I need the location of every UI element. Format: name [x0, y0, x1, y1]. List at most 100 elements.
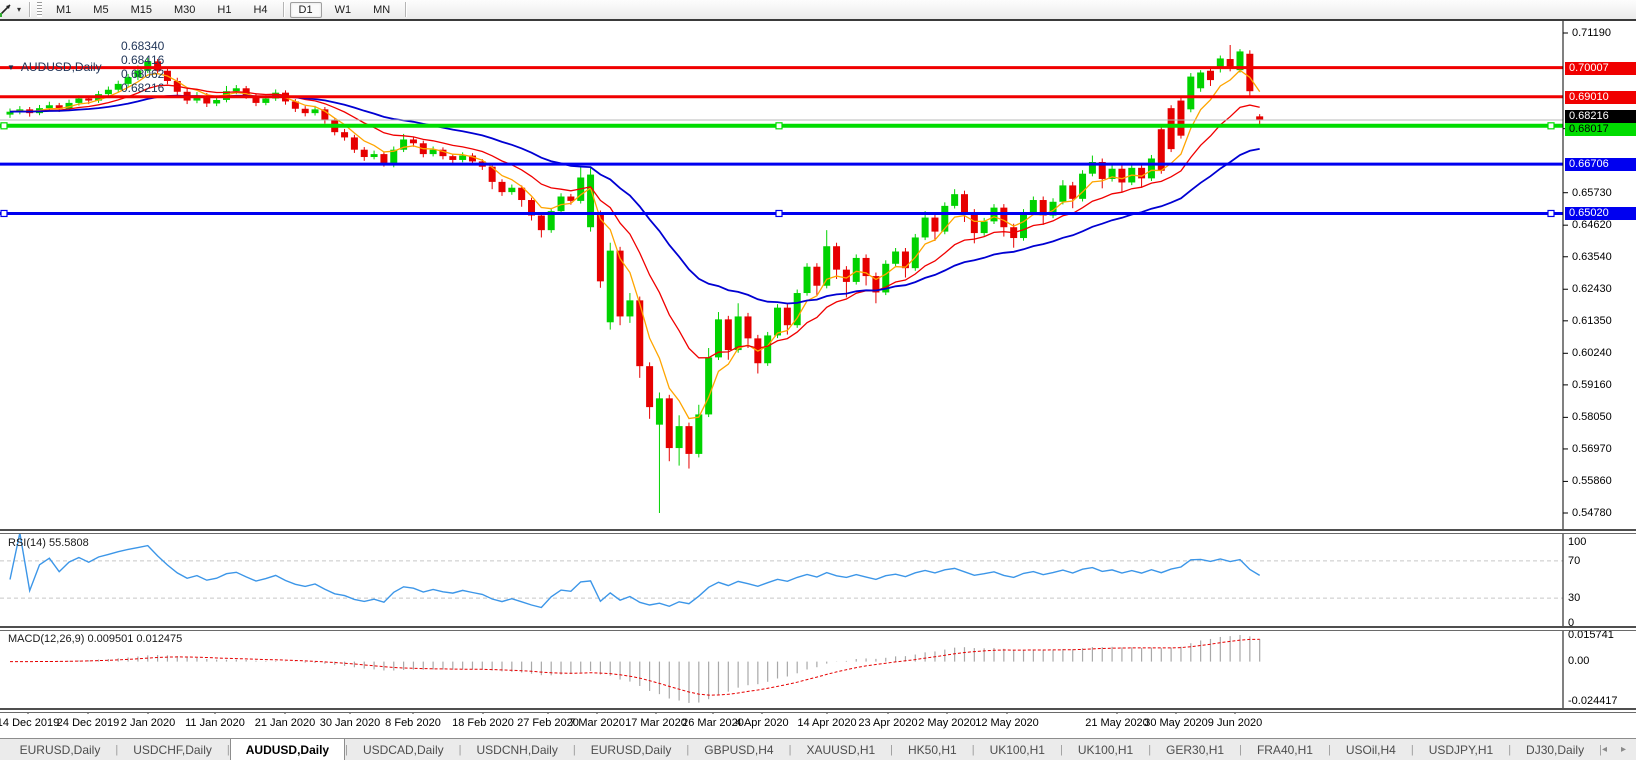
date-axis-label: 23 Apr 2020 — [858, 717, 918, 729]
hline-price-label: 0.66706 — [1565, 158, 1636, 171]
hline-price-label: 0.65020 — [1565, 207, 1636, 220]
date-axis-label: 9 Jun 2020 — [1207, 717, 1263, 729]
toolbar-separator — [29, 2, 31, 17]
hline-price-label: 0.68017 — [1565, 123, 1636, 136]
date-axis-label: 30 Jan 2020 — [319, 717, 381, 729]
candlestick-series — [6, 44, 1264, 513]
date-axis-label: 11 Jan 2020 — [185, 717, 245, 729]
date-axis-label: 18 Feb 2020 — [452, 717, 514, 729]
tab-usdchf-daily[interactable]: USDCHF,Daily — [133, 743, 212, 757]
chart-tab-bar: EURUSD,Daily | USDCHF,Daily | AUDUSD,Daily | U… — [0, 738, 1636, 760]
price-axis-tick: 0.55860 — [1572, 475, 1612, 487]
date-axis-label: 14 Apr 2020 — [797, 717, 857, 729]
chart-symbol-label: AUDUSD,Daily — [20, 60, 102, 74]
tab-separator: | — [1327, 743, 1331, 756]
rsi-axis-tick: 100 — [1568, 536, 1587, 548]
date-axis-label: 4 Apr 2020 — [735, 717, 789, 729]
tab-usdcnh-daily[interactable]: USDCNH,Daily — [476, 743, 558, 757]
date-axis-label: 2 Jan 2020 — [120, 717, 176, 729]
tab-audusd-daily[interactable]: AUDUSD,Daily — [229, 738, 346, 760]
macd-indicator-label: MACD(12,26,9) 0.009501 0.012475 — [8, 633, 183, 645]
price-axis-tick: 0.63540 — [1572, 251, 1612, 263]
price-axis-tick: 0.71190 — [1572, 27, 1611, 39]
timeframe-button-M1[interactable]: M1 — [56, 3, 72, 16]
rsi-line — [9, 532, 1261, 609]
tab-separator: | — [788, 743, 792, 756]
ma-mid-line[interactable] — [9, 84, 1260, 359]
date-axis-label: 2 May 2020 — [918, 717, 976, 729]
tab-separator: | — [890, 743, 894, 756]
price-axis-tick: 0.62430 — [1572, 283, 1612, 295]
tab-separator: | — [1148, 743, 1152, 756]
toolbar-separator — [405, 1, 407, 17]
macd-axis-tick: 0.015741 — [1568, 629, 1614, 641]
macd-axis-tick: 0.00 — [1568, 655, 1590, 667]
date-axis-label: 27 Feb 2020 — [517, 717, 579, 729]
tab-usdcad-daily[interactable]: USDCAD,Daily — [362, 743, 444, 757]
tab-scroll-right-icon[interactable]: ▸ — [1620, 744, 1626, 755]
timeframe-button-H1[interactable]: H1 — [217, 3, 232, 16]
date-axis-label: 21 May 2020 — [1085, 717, 1149, 729]
date-axis-label: 24 Dec 2019 — [56, 717, 120, 729]
rsi-axis-tick: 70 — [1568, 555, 1581, 567]
timeframe-button-M30[interactable]: M30 — [173, 3, 196, 16]
timeframe-button-W1[interactable]: W1 — [334, 3, 352, 16]
cursor-dropdown-caret-icon[interactable]: ▾ — [17, 5, 22, 14]
tab-uk100-h1[interactable]: UK100,H1 — [989, 743, 1045, 757]
date-axis-label: 26 Mar 2020 — [682, 717, 744, 729]
ohlc-high: 0.68416 — [120, 53, 165, 67]
date-axis-label: 21 Jan 2020 — [254, 717, 316, 729]
tab-separator: | — [1599, 743, 1602, 756]
main-rsi-splitter[interactable] — [0, 529, 1636, 534]
hline-price-label: 0.70007 — [1565, 62, 1636, 75]
macd-signal-line — [10, 638, 1260, 696]
price-axis-tick: 0.59160 — [1572, 379, 1612, 391]
tab-ger30-h1[interactable]: GER30,H1 — [1166, 743, 1225, 757]
timeframe-button-MN[interactable]: MN — [373, 3, 391, 16]
tab-separator: | — [345, 743, 348, 756]
tab-xauusd-h1[interactable]: XAUUSD,H1 — [806, 743, 876, 757]
price-axis-tick: 0.65730 — [1572, 187, 1612, 199]
tab-separator: | — [1508, 743, 1512, 756]
timeframe-button-M15[interactable]: M15 — [130, 3, 152, 16]
tab-eurusd-daily[interactable]: EURUSD,Daily — [19, 743, 101, 757]
tab-usoil-h4[interactable]: USOil,H4 — [1345, 743, 1396, 757]
timeframe-button-H4[interactable]: H4 — [253, 3, 268, 16]
price-axis-tick: 0.56970 — [1572, 443, 1612, 455]
top-toolbar: ▾ M1 M5 M15 M30 H1 H4 D1 W1 MN — [0, 0, 1636, 19]
chart-window-border — [0, 19, 1636, 21]
tab-usdjpy-h1[interactable]: USDJPY,H1 — [1428, 743, 1494, 757]
rsi-macd-splitter[interactable] — [0, 626, 1636, 631]
ohlc-close: 0.68216 — [120, 81, 165, 95]
tab-hk50-h1[interactable]: HK50,H1 — [908, 743, 957, 757]
tab-uk100-h1[interactable]: UK100,H1 — [1077, 743, 1134, 757]
timeframe-button-D1[interactable]: D1 — [289, 1, 322, 18]
tab-gbpusd-h4[interactable]: GBPUSD,H4 — [704, 743, 774, 757]
timeframe-button-M5[interactable]: M5 — [93, 3, 109, 16]
date-axis-label: 30 May 2020 — [1144, 717, 1208, 729]
chart-ohlc-values: 0.68340 0.68416 0.68062 0.68216 — [108, 25, 169, 109]
date-axis-label: 12 May 2020 — [975, 717, 1039, 729]
crosshair-cursor-icon[interactable] — [0, 2, 15, 18]
tab-dj30-daily[interactable]: DJ30,Daily — [1526, 743, 1585, 757]
chart-context-caret-icon[interactable]: ▼ — [7, 62, 15, 72]
price-axis-tick: 0.64620 — [1572, 219, 1612, 231]
tab-separator: | — [686, 743, 690, 756]
tab-separator: | — [1239, 743, 1242, 756]
tab-scroll-left-icon[interactable]: ◂ — [1601, 744, 1607, 755]
timeframe-button-group: M1 M5 M15 M30 H1 H4 D1 W1 MN — [45, 1, 410, 18]
toolbar-drag-grip[interactable] — [37, 2, 43, 17]
price-axis-tick: 0.61350 — [1572, 315, 1612, 327]
price-axis-tick: 0.60240 — [1572, 347, 1612, 359]
chart-bottom-border — [0, 708, 1636, 713]
tab-separator: | — [1410, 743, 1414, 756]
tab-eurusd-daily[interactable]: EURUSD,Daily — [590, 743, 672, 757]
hline-price-label: 0.69010 — [1565, 91, 1636, 104]
rsi-axis-tick: 30 — [1568, 592, 1581, 604]
tab-separator: | — [572, 743, 576, 756]
tab-separator: | — [971, 743, 975, 756]
tab-fra40-h1[interactable]: FRA40,H1 — [1256, 743, 1313, 757]
date-axis-label: 17 Mar 2020 — [625, 717, 687, 729]
date-axis-label: 7 Mar 2020 — [569, 717, 625, 729]
